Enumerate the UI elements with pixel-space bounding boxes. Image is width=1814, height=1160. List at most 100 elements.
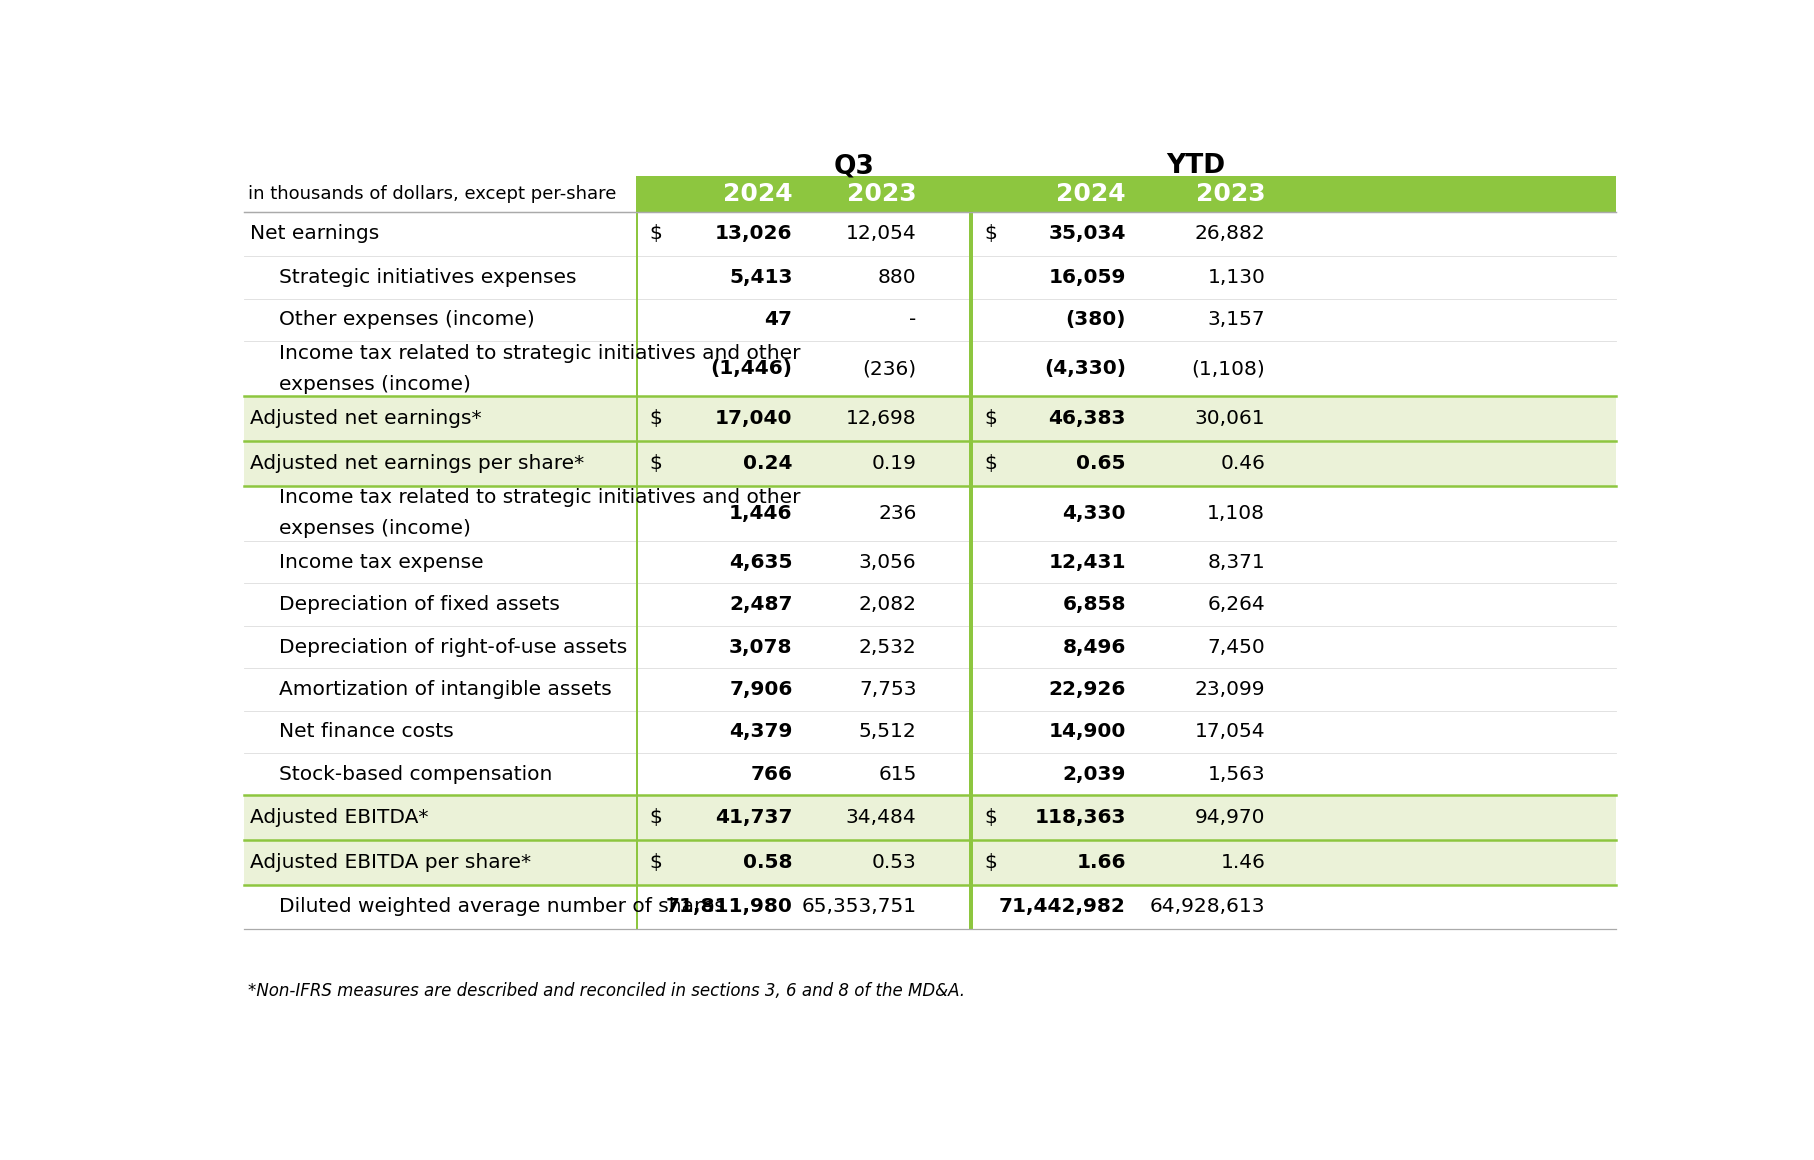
- Text: *Non-IFRS measures are described and reconciled in sections 3, 6 and 8 of the MD: *Non-IFRS measures are described and rec…: [249, 981, 965, 1000]
- Text: Stock-based compensation: Stock-based compensation: [279, 764, 553, 783]
- Text: 65,353,751: 65,353,751: [802, 898, 916, 916]
- Text: 1.66: 1.66: [1076, 853, 1126, 871]
- Text: 26,882: 26,882: [1194, 224, 1264, 244]
- Bar: [243, 668, 1616, 711]
- Bar: [243, 541, 1616, 583]
- Text: Other expenses (income): Other expenses (income): [279, 310, 535, 329]
- Text: in thousands of dollars, except per-share: in thousands of dollars, except per-shar…: [249, 184, 617, 203]
- Bar: [243, 211, 1616, 256]
- Text: 766: 766: [751, 764, 793, 783]
- Text: Adjusted EBITDA*: Adjusted EBITDA*: [250, 809, 428, 827]
- Text: $: $: [649, 409, 662, 428]
- Bar: [243, 753, 1616, 796]
- Text: 1,563: 1,563: [1208, 764, 1264, 783]
- Text: (236): (236): [862, 360, 916, 378]
- Bar: [243, 840, 1616, 885]
- Text: expenses (income): expenses (income): [279, 520, 472, 538]
- Text: 34,484: 34,484: [845, 809, 916, 827]
- Text: 1,108: 1,108: [1208, 503, 1264, 523]
- Text: Income tax related to strategic initiatives and other: Income tax related to strategic initiati…: [279, 488, 802, 507]
- Bar: [243, 298, 1616, 341]
- Bar: [969, 176, 972, 211]
- Text: 6,858: 6,858: [1063, 595, 1126, 614]
- Text: (1,446): (1,446): [711, 360, 793, 378]
- Text: 14,900: 14,900: [1048, 723, 1126, 741]
- Text: 23,099: 23,099: [1195, 680, 1264, 698]
- Text: 2023: 2023: [847, 182, 916, 205]
- Text: $: $: [649, 454, 662, 473]
- Text: 4,330: 4,330: [1063, 503, 1126, 523]
- Text: Net earnings: Net earnings: [250, 224, 379, 244]
- Text: 12,054: 12,054: [845, 224, 916, 244]
- Text: expenses (income): expenses (income): [279, 375, 472, 393]
- Text: $: $: [649, 853, 662, 871]
- Bar: [969, 176, 972, 211]
- Bar: [243, 256, 1616, 298]
- Text: 17,040: 17,040: [715, 409, 793, 428]
- Text: 2,039: 2,039: [1063, 764, 1126, 783]
- Text: Income tax expense: Income tax expense: [279, 553, 484, 572]
- Text: 6,264: 6,264: [1208, 595, 1264, 614]
- Text: 46,383: 46,383: [1048, 409, 1126, 428]
- Text: 12,431: 12,431: [1048, 553, 1126, 572]
- Text: 1.46: 1.46: [1221, 853, 1264, 871]
- Text: 3,056: 3,056: [858, 553, 916, 572]
- Text: $: $: [649, 224, 662, 244]
- Text: 5,413: 5,413: [729, 268, 793, 287]
- Text: 1,130: 1,130: [1208, 268, 1264, 287]
- Bar: [243, 341, 1616, 397]
- Bar: [243, 441, 1616, 486]
- Text: Diluted weighted average number of shares: Diluted weighted average number of share…: [279, 898, 726, 916]
- Text: $: $: [649, 809, 662, 827]
- Text: 64,928,613: 64,928,613: [1150, 898, 1264, 916]
- Text: 7,906: 7,906: [729, 680, 793, 698]
- Text: 47: 47: [764, 310, 793, 329]
- Text: (4,330): (4,330): [1043, 360, 1126, 378]
- Text: 8,496: 8,496: [1063, 638, 1126, 657]
- Text: 0.65: 0.65: [1076, 454, 1126, 473]
- Text: 7,450: 7,450: [1208, 638, 1264, 657]
- Text: 4,635: 4,635: [729, 553, 793, 572]
- Text: 13,026: 13,026: [715, 224, 793, 244]
- Text: 4,379: 4,379: [729, 723, 793, 741]
- Bar: [637, 211, 639, 929]
- Text: 0.53: 0.53: [873, 853, 916, 871]
- Bar: [637, 176, 639, 211]
- Text: 2,487: 2,487: [729, 595, 793, 614]
- Text: $: $: [985, 809, 998, 827]
- Text: 0.58: 0.58: [744, 853, 793, 871]
- Text: $: $: [985, 409, 998, 428]
- Text: $: $: [985, 853, 998, 871]
- Text: 2024: 2024: [1056, 182, 1126, 205]
- Text: $: $: [985, 454, 998, 473]
- Text: 30,061: 30,061: [1195, 409, 1264, 428]
- Text: (1,108): (1,108): [1192, 360, 1264, 378]
- Text: 2023: 2023: [1195, 182, 1264, 205]
- Text: 880: 880: [878, 268, 916, 287]
- Text: 118,363: 118,363: [1034, 809, 1126, 827]
- Text: Adjusted EBITDA per share*: Adjusted EBITDA per share*: [250, 853, 532, 871]
- Text: 0.24: 0.24: [744, 454, 793, 473]
- Text: 71,811,980: 71,811,980: [666, 898, 793, 916]
- Text: Strategic initiatives expenses: Strategic initiatives expenses: [279, 268, 577, 287]
- Text: Adjusted net earnings per share*: Adjusted net earnings per share*: [250, 454, 584, 473]
- Bar: [243, 397, 1616, 441]
- Bar: [243, 583, 1616, 626]
- Text: 22,926: 22,926: [1048, 680, 1126, 698]
- Text: 7,753: 7,753: [860, 680, 916, 698]
- Text: 16,059: 16,059: [1048, 268, 1126, 287]
- Text: 41,737: 41,737: [715, 809, 793, 827]
- Bar: [637, 176, 1616, 211]
- Text: 3,157: 3,157: [1208, 310, 1264, 329]
- Text: 236: 236: [878, 503, 916, 523]
- Text: 17,054: 17,054: [1195, 723, 1264, 741]
- Text: YTD: YTD: [1166, 153, 1224, 179]
- Text: (380): (380): [1065, 310, 1126, 329]
- Text: Adjusted net earnings*: Adjusted net earnings*: [250, 409, 483, 428]
- Text: 2024: 2024: [722, 182, 793, 205]
- Bar: [243, 626, 1616, 668]
- Text: 1,446: 1,446: [729, 503, 793, 523]
- Text: -: -: [909, 310, 916, 329]
- Text: 71,442,982: 71,442,982: [1000, 898, 1126, 916]
- Text: 2,082: 2,082: [858, 595, 916, 614]
